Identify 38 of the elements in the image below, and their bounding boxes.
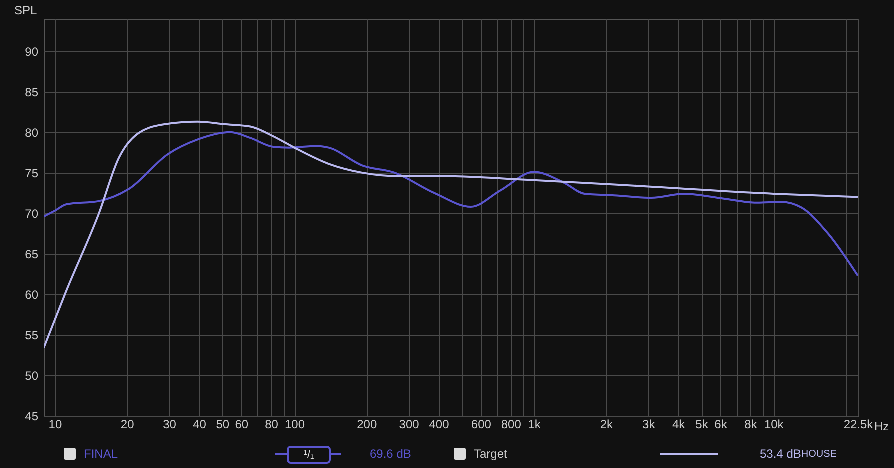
x-tick-label: 5k xyxy=(696,418,710,432)
x-tick-label: 80 xyxy=(265,418,279,432)
x-tick-label: 30 xyxy=(163,418,177,432)
y-tick-label: 80 xyxy=(25,126,39,140)
x-tick-label: 200 xyxy=(357,418,378,432)
y-tick-label: 90 xyxy=(25,44,39,59)
x-tick-label: 800 xyxy=(501,418,522,432)
text: 69.6 dB xyxy=(370,446,412,462)
y-tick-label: 50 xyxy=(25,368,39,383)
x-tick-label: 600 xyxy=(471,418,492,432)
x-tick-label: 300 xyxy=(399,418,420,432)
y-tick-label: 60 xyxy=(25,288,39,302)
x-tick-label: 60 xyxy=(235,418,249,432)
y-axis-title: SPL xyxy=(14,4,38,18)
x-axis-title: Hz xyxy=(874,420,890,434)
x-tick-label: 1k xyxy=(528,418,542,432)
y-tick-label: 45 xyxy=(25,410,39,424)
x-tick-label: 10k xyxy=(764,418,785,432)
y-tick-label: 75 xyxy=(25,166,39,180)
x-tick-label: 3k xyxy=(642,418,656,432)
y-tick-label: 55 xyxy=(25,328,39,342)
x-tick-label: 8k xyxy=(744,418,758,432)
text: FINAL xyxy=(84,447,118,461)
x-tick-label: 20 xyxy=(120,418,135,432)
x-tick-label: 100 xyxy=(285,418,306,432)
x-tick-label: 2k xyxy=(600,418,614,432)
text: ¹/₁ xyxy=(287,446,331,464)
text: Target xyxy=(474,447,508,461)
y-tick-label: 65 xyxy=(25,247,39,262)
x-tick-label: 4k xyxy=(672,418,686,432)
x-tick-label: 40 xyxy=(193,418,207,432)
x-tick-label: 6k xyxy=(714,418,728,432)
x-tick-label: 50 xyxy=(216,418,230,432)
y-tick-label: 85 xyxy=(25,85,39,100)
x-tick-label: 10 xyxy=(48,418,62,432)
x-tick-label: 22.5k xyxy=(844,418,874,432)
y-tick-label: 70 xyxy=(25,206,39,221)
x-tick-label: 400 xyxy=(429,418,450,432)
